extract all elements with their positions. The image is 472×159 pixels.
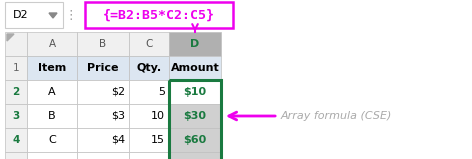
Text: Amount: Amount (170, 63, 219, 73)
FancyBboxPatch shape (27, 104, 77, 128)
FancyBboxPatch shape (129, 80, 169, 104)
FancyBboxPatch shape (5, 104, 27, 128)
FancyBboxPatch shape (5, 128, 27, 152)
FancyBboxPatch shape (27, 32, 77, 56)
FancyBboxPatch shape (129, 104, 169, 128)
Text: $3: $3 (111, 111, 125, 121)
Text: Item: Item (38, 63, 66, 73)
Text: $4: $4 (111, 135, 125, 145)
FancyBboxPatch shape (77, 32, 129, 56)
Text: 4: 4 (12, 135, 20, 145)
Polygon shape (7, 34, 14, 41)
FancyBboxPatch shape (169, 152, 221, 159)
FancyBboxPatch shape (77, 56, 129, 80)
FancyBboxPatch shape (129, 32, 169, 56)
Text: 10: 10 (151, 111, 165, 121)
FancyBboxPatch shape (27, 152, 77, 159)
FancyBboxPatch shape (169, 56, 221, 80)
Text: Qty.: Qty. (136, 63, 161, 73)
Text: A: A (48, 87, 56, 97)
FancyBboxPatch shape (77, 152, 129, 159)
Text: C: C (48, 135, 56, 145)
Text: B: B (100, 39, 107, 49)
FancyBboxPatch shape (129, 56, 169, 80)
Text: $2: $2 (111, 87, 125, 97)
FancyBboxPatch shape (169, 32, 221, 56)
Text: 3: 3 (12, 111, 20, 121)
Text: C: C (145, 39, 152, 49)
FancyBboxPatch shape (169, 104, 221, 128)
FancyBboxPatch shape (129, 152, 169, 159)
Text: Array formula (CSE): Array formula (CSE) (281, 111, 392, 121)
FancyBboxPatch shape (77, 104, 129, 128)
Text: A: A (49, 39, 56, 49)
FancyBboxPatch shape (77, 80, 129, 104)
FancyBboxPatch shape (27, 80, 77, 104)
FancyBboxPatch shape (169, 80, 221, 104)
Text: 15: 15 (151, 135, 165, 145)
Text: 5: 5 (158, 87, 165, 97)
FancyBboxPatch shape (27, 56, 77, 80)
FancyBboxPatch shape (5, 80, 27, 104)
Text: Price: Price (87, 63, 119, 73)
FancyBboxPatch shape (5, 32, 27, 56)
Text: ⋮: ⋮ (65, 8, 77, 21)
Text: $10: $10 (184, 87, 207, 97)
Text: $60: $60 (184, 135, 207, 145)
FancyBboxPatch shape (27, 128, 77, 152)
FancyBboxPatch shape (77, 128, 129, 152)
FancyBboxPatch shape (85, 2, 233, 28)
Text: {=B2:B5*C2:C5}: {=B2:B5*C2:C5} (103, 8, 215, 21)
Text: 1: 1 (13, 63, 19, 73)
FancyBboxPatch shape (5, 56, 27, 80)
FancyBboxPatch shape (129, 128, 169, 152)
FancyBboxPatch shape (5, 152, 27, 159)
Text: $30: $30 (184, 111, 207, 121)
FancyBboxPatch shape (169, 128, 221, 152)
Polygon shape (49, 13, 57, 18)
Text: B: B (48, 111, 56, 121)
Text: D: D (190, 39, 200, 49)
FancyBboxPatch shape (5, 2, 63, 28)
Text: D2: D2 (13, 10, 29, 20)
Text: 2: 2 (12, 87, 20, 97)
